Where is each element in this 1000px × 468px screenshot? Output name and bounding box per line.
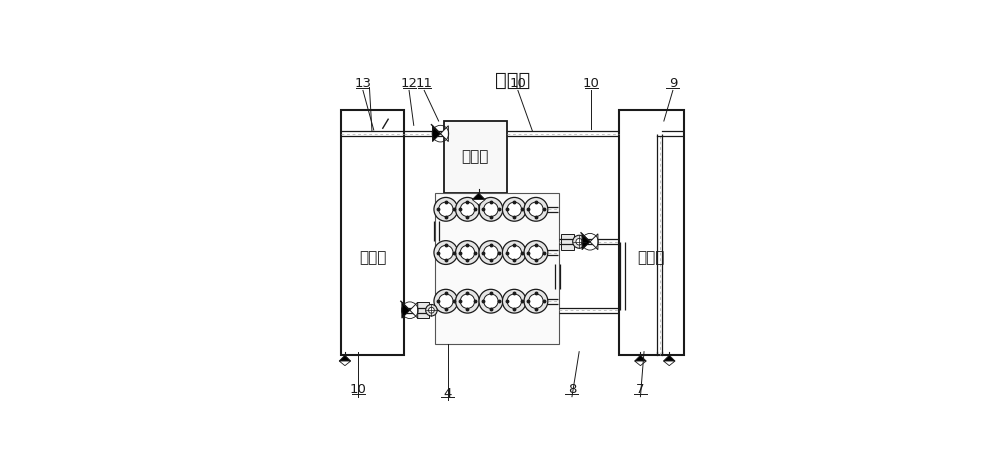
Circle shape (507, 294, 522, 308)
Circle shape (576, 239, 582, 245)
Text: 热水池: 热水池 (638, 250, 665, 265)
Circle shape (439, 245, 453, 260)
Polygon shape (663, 361, 675, 366)
Polygon shape (635, 361, 646, 366)
Circle shape (529, 202, 543, 217)
Circle shape (434, 197, 458, 221)
Circle shape (529, 294, 543, 308)
Bar (435, 193, 559, 344)
Circle shape (507, 245, 522, 260)
Circle shape (460, 202, 475, 217)
Circle shape (507, 202, 522, 217)
Polygon shape (582, 234, 590, 249)
Circle shape (502, 289, 526, 313)
Polygon shape (472, 193, 485, 199)
Polygon shape (635, 355, 646, 361)
Circle shape (460, 294, 475, 308)
Text: 冷水池: 冷水池 (359, 250, 386, 265)
Text: 12: 12 (401, 77, 418, 90)
Circle shape (439, 202, 453, 217)
Text: 冷水机: 冷水机 (462, 150, 489, 165)
Circle shape (456, 241, 479, 264)
Text: 10: 10 (583, 77, 599, 90)
Circle shape (529, 245, 543, 260)
Bar (444, 121, 507, 193)
Text: 10: 10 (350, 383, 367, 396)
Circle shape (484, 202, 498, 217)
Circle shape (573, 235, 586, 248)
Polygon shape (410, 302, 418, 318)
Bar (561, 234, 574, 249)
Circle shape (434, 289, 458, 313)
Bar (341, 110, 404, 355)
Circle shape (434, 241, 458, 264)
Bar (417, 302, 429, 318)
Circle shape (479, 241, 503, 264)
Polygon shape (339, 361, 351, 366)
Polygon shape (402, 302, 410, 318)
Polygon shape (339, 355, 351, 361)
Circle shape (456, 197, 479, 221)
Text: 7: 7 (636, 383, 645, 396)
Circle shape (460, 245, 475, 260)
Text: 9: 9 (669, 77, 677, 90)
Text: 11: 11 (416, 77, 433, 90)
Circle shape (479, 197, 503, 221)
Bar (619, 110, 684, 355)
Text: 13: 13 (354, 77, 371, 90)
Circle shape (502, 241, 526, 264)
Circle shape (484, 294, 498, 308)
Circle shape (502, 197, 526, 221)
Circle shape (484, 245, 498, 260)
Circle shape (524, 197, 548, 221)
Circle shape (426, 305, 437, 316)
Polygon shape (472, 199, 485, 205)
Circle shape (456, 289, 479, 313)
Polygon shape (590, 234, 598, 249)
Polygon shape (433, 126, 440, 141)
Circle shape (524, 241, 548, 264)
Text: 8: 8 (568, 383, 576, 396)
Text: 10: 10 (509, 77, 526, 90)
Circle shape (429, 307, 434, 313)
Circle shape (524, 289, 548, 313)
Polygon shape (440, 126, 448, 141)
Circle shape (479, 289, 503, 313)
Circle shape (439, 294, 453, 308)
Text: 4: 4 (443, 387, 452, 400)
Text: 主视图: 主视图 (495, 71, 530, 89)
Polygon shape (663, 355, 675, 361)
